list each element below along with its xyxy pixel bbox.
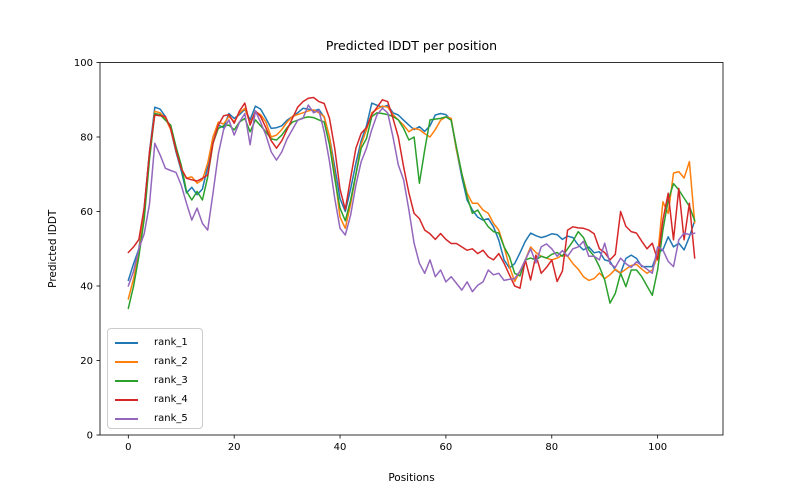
legend-line-sample [115,360,138,363]
series-line-rank_2 [127,105,696,300]
chart-legend: rank_1 rank_2 rank_3 rank_4 rank_5 [107,328,203,429]
legend-item-rank_4: rank_4 [115,390,202,409]
y-tick-label: 60 [80,207,93,218]
legend-line-sample [115,398,138,401]
legend-item-rank_5: rank_5 [115,409,202,428]
x-tick-label: 100 [648,442,667,453]
x-tick-label: 80 [545,442,558,453]
legend-line-sample [115,379,138,382]
y-axis-label: Predicted lDDT [47,209,59,288]
legend-item-rank_3: rank_3 [115,371,202,390]
series-line-rank_1 [127,102,696,282]
x-tick-label: 0 [125,442,131,453]
y-tick-label: 40 [80,282,93,293]
x-axis-label: Positions [388,472,434,484]
legend-label: rank_1 [154,337,188,348]
legend-line-sample [115,341,138,344]
legend-line-sample [115,417,138,420]
legend-label: rank_3 [154,375,188,386]
legend-label: rank_2 [154,356,188,367]
series-line-rank_5 [127,104,696,293]
x-tick-label: 20 [228,442,241,453]
legend-label: rank_5 [154,413,188,424]
x-tick-label: 40 [334,442,347,453]
series-line-rank_3 [127,112,696,310]
chart-series [127,96,696,310]
legend-item-rank_1: rank_1 [115,333,202,352]
series-line-rank_4 [127,96,696,289]
legend-label: rank_4 [154,394,188,405]
y-tick-label: 80 [80,133,93,144]
x-tick-label: 60 [440,442,453,453]
y-tick-label: 20 [80,356,93,367]
y-tick-label: 100 [74,58,93,69]
plot-frame [99,62,724,436]
y-tick-label: 0 [87,431,93,442]
chart-title: Predicted lDDT per position [326,38,497,53]
legend-item-rank_2: rank_2 [115,352,202,371]
axis-ticks: 0 20 40 60 80 100 0 20 40 60 80 100 [74,58,667,453]
